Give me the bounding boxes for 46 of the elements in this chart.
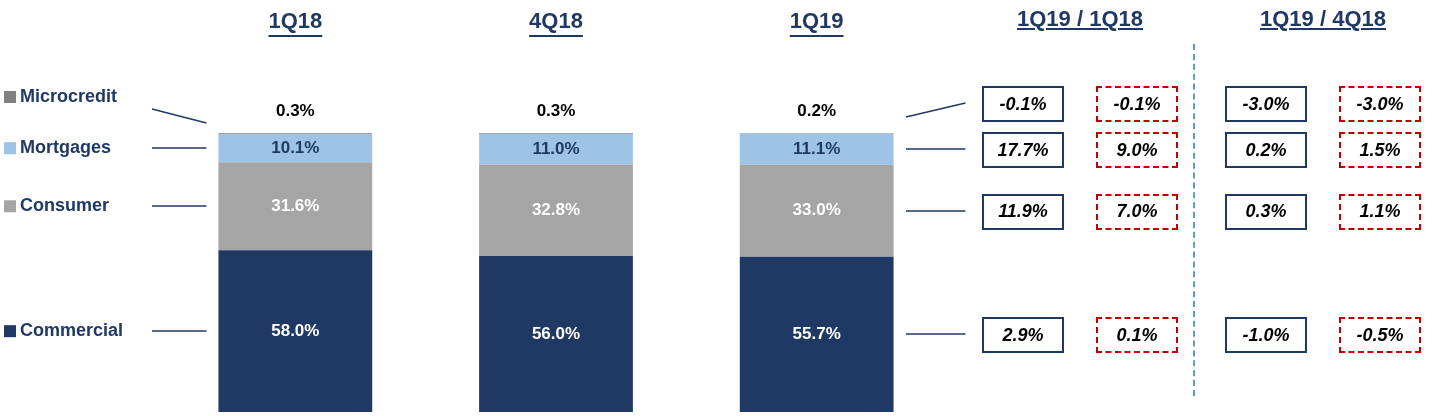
text: 1Q19 / 4Q18 [1259, 6, 1387, 32]
x-tick-label: 1Q19 [789, 8, 844, 34]
x-tick-label: 4Q18 [529, 8, 583, 34]
bar [739, 164, 894, 257]
data-label: 56.0% [531, 323, 581, 343]
bar [218, 250, 373, 412]
data-label: 0.3% [536, 100, 576, 120]
text: -0.1% [982, 86, 1064, 122]
data-label: 33.0% [792, 200, 841, 220]
data-label: 10.1% [271, 137, 320, 157]
text: -0.1% [1096, 86, 1178, 122]
bar [739, 133, 894, 165]
text: 2.9% [982, 317, 1064, 354]
data-label: 31.6% [271, 195, 320, 215]
legend-label: Microcredit [20, 85, 118, 106]
text: -1.0% [1225, 317, 1307, 354]
text: 0.1% [1096, 317, 1178, 354]
data-label: 11.1% [793, 138, 841, 158]
text: 0.3% [1225, 193, 1307, 230]
bar [479, 164, 633, 256]
data-label: 32.8% [531, 199, 581, 219]
data-label: 58.0% [271, 320, 320, 340]
text: 11.9% [982, 193, 1064, 230]
text: -0.5% [1339, 317, 1421, 354]
text: 0.2% [1225, 132, 1307, 169]
bar [479, 133, 633, 165]
text: -3.0% [1225, 86, 1307, 122]
text: 17.7% [982, 132, 1064, 169]
text: -3.0% [1339, 86, 1421, 122]
data-label: 55.7% [792, 324, 841, 344]
data-label: 11.0% [532, 138, 580, 158]
text: 9.0% [1096, 132, 1178, 169]
x-tick-label: 1Q18 [268, 8, 323, 34]
legend-label: Mortgages [20, 137, 112, 158]
legend-label: Consumer [20, 195, 110, 216]
data-label: 0.3% [275, 100, 315, 120]
bar [739, 256, 894, 412]
text: 7.0% [1096, 193, 1178, 230]
legend-label: Commercial [20, 320, 124, 341]
text: 1.1% [1339, 193, 1421, 230]
bar [479, 255, 633, 412]
text: 1.5% [1339, 132, 1421, 169]
text: 1Q19 / 1Q18 [1016, 6, 1144, 32]
data-label: 0.2% [797, 100, 837, 120]
bar [218, 162, 373, 251]
bar [218, 134, 373, 163]
